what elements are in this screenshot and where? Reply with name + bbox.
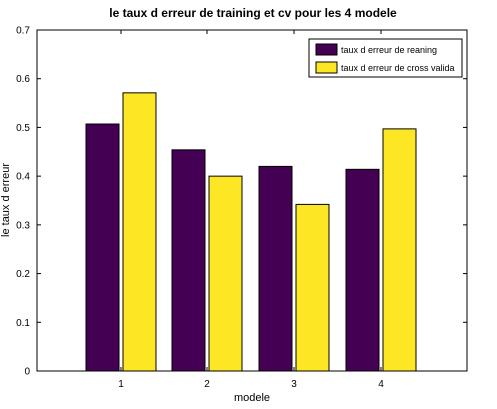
legend: taux d erreur de reaning taux d erreur de…: [308, 38, 463, 78]
y-tick-label: 0.7: [16, 26, 30, 37]
y-axis-label: le taux d erreur: [0, 163, 12, 237]
y-axis: 0 0.1 0.2 0.3 0.4 0.5 0.6 0.7: [16, 26, 467, 378]
y-tick-label: 0.6: [16, 74, 30, 85]
y-tick-label: 0.3: [16, 220, 30, 231]
bar-series-2-cat-1: [122, 92, 157, 372]
bar-series-2-cat-4: [382, 128, 417, 372]
y-tick-label: 0.2: [16, 269, 30, 280]
x-tick-label: 4: [378, 379, 384, 390]
bar-series-1-cat-1: [85, 123, 120, 372]
bar-series-2-cat-3: [295, 203, 330, 372]
legend-swatch-1: [315, 43, 338, 56]
bar-series-1-cat-2: [171, 149, 206, 372]
legend-label-2: taux d erreur de cross valida: [341, 63, 455, 73]
y-tick-label: 0: [24, 367, 30, 378]
chart-title: le taux d erreur de training et cv pour …: [109, 6, 397, 20]
x-tick-label: 3: [291, 379, 297, 390]
y-tick-label: 0.5: [16, 123, 30, 134]
legend-swatch-2: [315, 61, 338, 74]
x-tick-label: 2: [204, 379, 210, 390]
y-tick-label: 0.1: [16, 318, 30, 329]
x-tick-label: 1: [118, 379, 124, 390]
y-tick-label: 0.4: [16, 172, 30, 183]
bars-group: [85, 92, 417, 372]
bar-series-2-cat-2: [208, 175, 243, 372]
x-axis: 1 2 3 4: [118, 30, 384, 390]
legend-label-1: taux d erreur de reaning: [341, 45, 437, 55]
bar-series-1-cat-3: [258, 165, 293, 372]
plot-area: [36, 29, 468, 372]
bar-series-1-cat-4: [345, 168, 380, 372]
x-axis-label: modele: [234, 392, 270, 404]
